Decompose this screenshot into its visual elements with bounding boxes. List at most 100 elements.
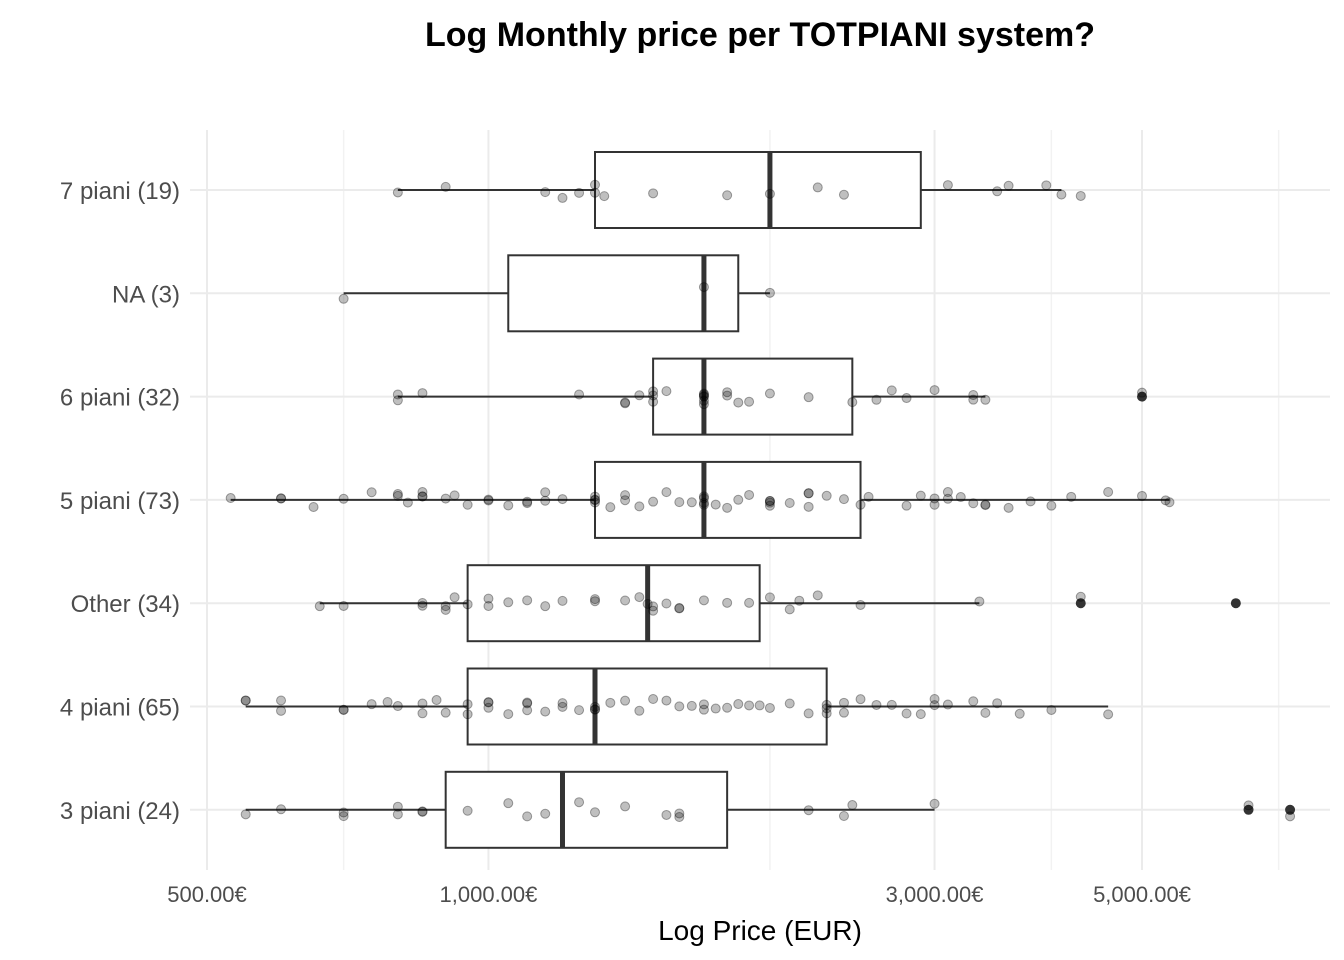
data-point (992, 698, 1003, 709)
data-point (634, 705, 645, 716)
data-point (620, 398, 631, 409)
data-point (764, 500, 775, 511)
data-point (634, 592, 645, 603)
data-point (620, 495, 631, 506)
category-label: 6 piani (32) (60, 385, 180, 412)
data-point (744, 396, 755, 407)
data-point (648, 496, 659, 507)
data-point (557, 192, 568, 203)
data-point (574, 389, 585, 400)
data-point (942, 493, 953, 504)
data-point (803, 488, 814, 499)
data-point (522, 811, 533, 822)
data-point (276, 493, 287, 504)
category-label: 4 piani (65) (60, 695, 180, 722)
x-axis-title: Log Price (EUR) (658, 915, 862, 946)
data-point (968, 696, 979, 707)
data-point (980, 499, 991, 510)
data-point (417, 486, 428, 497)
data-point (744, 597, 755, 608)
data-point (417, 491, 428, 502)
box-group (240, 667, 1114, 746)
data-point (605, 697, 616, 708)
data-point (698, 389, 709, 400)
data-point (686, 700, 697, 711)
data-point (784, 497, 795, 508)
data-point (929, 493, 940, 504)
data-point (698, 499, 709, 510)
data-point (599, 191, 610, 202)
data-point (1066, 491, 1077, 502)
data-point (620, 595, 631, 606)
data-point (557, 494, 568, 505)
data-point (240, 695, 251, 706)
data-point (1137, 387, 1147, 398)
data-point (698, 391, 709, 402)
data-point (698, 595, 709, 606)
category-label: 7 piani (19) (60, 178, 180, 205)
data-point (540, 187, 551, 198)
data-point (838, 494, 849, 505)
x-tick-label: 5,000.00€ (1093, 882, 1191, 907)
data-point (722, 502, 733, 513)
data-point (744, 700, 755, 711)
data-point (392, 801, 403, 812)
box-group (338, 254, 775, 333)
data-point (483, 702, 494, 713)
data-point (722, 390, 733, 401)
iqr-box (652, 357, 854, 436)
data-point (417, 698, 428, 709)
data-point (540, 808, 551, 819)
data-point (1160, 495, 1171, 506)
data-point (522, 697, 533, 708)
data-point (674, 812, 685, 823)
data-point (522, 705, 533, 716)
data-point (440, 604, 451, 615)
data-point (674, 497, 685, 508)
data-point (1285, 811, 1296, 822)
iqr-box (466, 667, 828, 746)
data-point (417, 388, 428, 399)
data-point (590, 704, 601, 715)
x-tick-label: 3,000.00€ (886, 882, 984, 907)
data-point (392, 389, 403, 400)
data-point (620, 397, 631, 408)
data-point (590, 494, 601, 505)
data-point (722, 597, 733, 608)
data-point (417, 491, 428, 502)
data-point (733, 397, 744, 408)
data-point (847, 397, 858, 408)
data-point (929, 694, 940, 705)
data-point (540, 706, 551, 717)
box-group (240, 770, 1296, 849)
data-point (338, 600, 349, 611)
data-point (1164, 497, 1175, 508)
data-point (674, 808, 685, 819)
outlier-point (1075, 598, 1086, 609)
data-point (838, 189, 849, 200)
data-point (764, 702, 775, 713)
data-point (590, 596, 601, 607)
data-point (590, 495, 601, 506)
data-point (784, 604, 795, 615)
data-point (968, 389, 979, 400)
data-point (590, 594, 601, 605)
data-point (366, 699, 377, 710)
data-point (794, 595, 805, 606)
data-point (590, 704, 601, 715)
data-point (803, 488, 814, 499)
iqr-box (466, 564, 761, 643)
data-point (710, 499, 721, 510)
data-point (915, 709, 926, 720)
box-group (314, 564, 1241, 643)
data-point (1056, 189, 1067, 200)
outlier-point (1285, 804, 1296, 815)
category-label: Other (34) (71, 591, 180, 618)
data-point (901, 708, 912, 719)
data-point (648, 386, 659, 397)
iqr-box (594, 151, 922, 229)
data-point (449, 592, 460, 603)
data-point (417, 600, 428, 611)
data-point (522, 595, 533, 606)
data-point (838, 707, 849, 718)
